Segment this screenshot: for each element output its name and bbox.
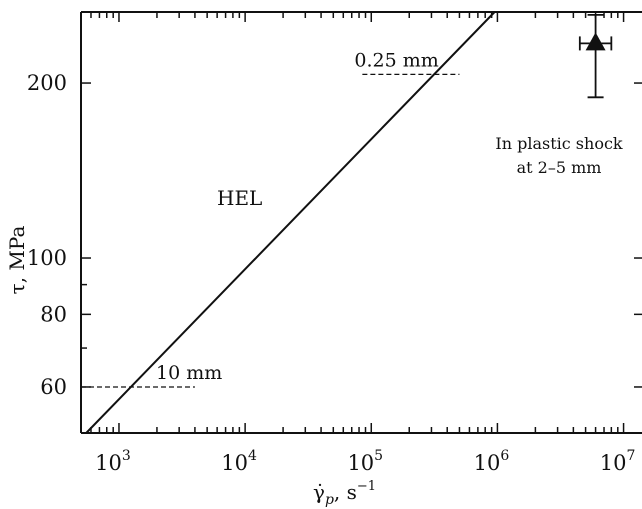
y-axis-label: τ, MPa [5,226,29,295]
x-axis-label-symbol: γ̇ [313,480,325,504]
data-point-label: In plastic shock [495,134,623,153]
x-tick-label: 105 [347,448,383,475]
x-axis-label-exponent: −1 [357,479,376,494]
data-point-group: In plastic shock at 2–5 mm [495,13,623,177]
thickness-mark-label: 10 mm [156,362,222,384]
x-tick-label: 107 [600,448,636,475]
y-tick-label: 60 [40,375,67,399]
thickness-marks: 10 mm 0.25 mm [81,49,460,388]
thickness-mark-label: 0.25 mm [354,49,438,71]
series-layer [85,11,496,434]
data-point-label: at 2–5 mm [517,158,602,177]
series-label-hel: HEL [217,186,262,210]
x-axis-label-subscript: p [325,492,334,508]
y-tick-label: 100 [27,246,67,270]
x-tick-label: 104 [221,448,257,475]
x-tick-label: 103 [95,448,131,475]
data-point-triangle [585,32,606,51]
x-axis-label: γ̇p, s−1 [313,479,376,508]
x-tick-label: 106 [474,448,510,475]
axis-ticks [80,12,642,433]
series-line-hel [85,11,496,434]
y-tick-label: 80 [40,302,67,326]
tick-labels: 60 80 100 200 103 104 105 106 107 [27,71,635,475]
x-axis-label-unit: , s [334,480,357,504]
y-tick-label: 200 [27,71,67,95]
plot-frame [80,11,642,434]
